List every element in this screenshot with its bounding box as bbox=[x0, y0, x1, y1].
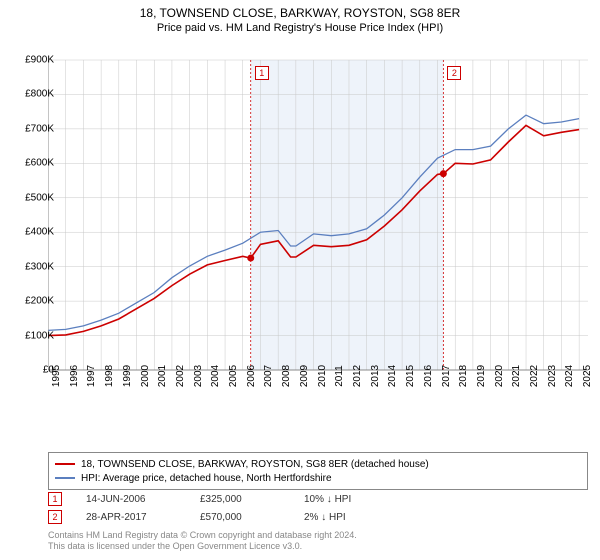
transactions-table: 1 14-JUN-2006 £325,000 10% ↓ HPI 2 28-APR-201… bbox=[48, 490, 351, 526]
x-axis-label: 1995 bbox=[51, 365, 62, 387]
legend-label: 18, TOWNSEND CLOSE, BARKWAY, ROYSTON, SG… bbox=[81, 459, 429, 470]
x-axis-label: 1999 bbox=[122, 365, 133, 387]
legend-row: HPI: Average price, detached house, Nort… bbox=[55, 471, 581, 485]
transaction-marker: 2 bbox=[48, 510, 62, 524]
marker-dot bbox=[440, 170, 447, 177]
x-axis-label: 2002 bbox=[175, 365, 186, 387]
y-axis-label: £100K bbox=[25, 330, 54, 341]
transaction-price: £570,000 bbox=[200, 512, 280, 523]
chart-container: 18, TOWNSEND CLOSE, BARKWAY, ROYSTON, SG… bbox=[0, 0, 600, 560]
x-axis-label: 2018 bbox=[458, 365, 469, 387]
x-axis-label: 1997 bbox=[86, 365, 97, 387]
x-axis-label: 1998 bbox=[104, 365, 115, 387]
x-axis-label: 2004 bbox=[210, 365, 221, 387]
y-axis-label: £500K bbox=[25, 192, 54, 203]
x-axis-label: 2000 bbox=[140, 365, 151, 387]
x-axis-label: 2007 bbox=[263, 365, 274, 387]
x-axis-label: 2019 bbox=[476, 365, 487, 387]
legend-row: 18, TOWNSEND CLOSE, BARKWAY, ROYSTON, SG… bbox=[55, 457, 581, 471]
x-axis-label: 2022 bbox=[529, 365, 540, 387]
x-axis-label: 2008 bbox=[281, 365, 292, 387]
transaction-price: £325,000 bbox=[200, 494, 280, 505]
x-axis-label: 2001 bbox=[157, 365, 168, 387]
chart-title: 18, TOWNSEND CLOSE, BARKWAY, ROYSTON, SG… bbox=[0, 6, 600, 20]
chart-area bbox=[48, 50, 588, 410]
x-axis-label: 2021 bbox=[511, 365, 522, 387]
x-axis-label: 2020 bbox=[494, 365, 505, 387]
x-axis-label: 1996 bbox=[69, 365, 80, 387]
y-axis-label: £300K bbox=[25, 261, 54, 272]
legend-swatch bbox=[55, 463, 75, 465]
y-axis-label: £900K bbox=[25, 55, 54, 66]
footer-line-1: Contains HM Land Registry data © Crown c… bbox=[48, 530, 357, 541]
x-axis-label: 2009 bbox=[299, 365, 310, 387]
x-axis-label: 2016 bbox=[423, 365, 434, 387]
y-axis-label: £200K bbox=[25, 296, 54, 307]
x-axis-label: 2025 bbox=[582, 365, 593, 387]
legend-label: HPI: Average price, detached house, Nort… bbox=[81, 473, 332, 484]
marker-label-box: 2 bbox=[447, 66, 461, 80]
transaction-marker: 1 bbox=[48, 492, 62, 506]
x-axis-label: 2024 bbox=[564, 365, 575, 387]
x-axis-label: 2017 bbox=[441, 365, 452, 387]
marker-label-box: 1 bbox=[255, 66, 269, 80]
transaction-delta: 10% ↓ HPI bbox=[304, 494, 351, 505]
shaded-ownership-region bbox=[251, 60, 444, 370]
footer-attribution: Contains HM Land Registry data © Crown c… bbox=[48, 530, 357, 552]
x-axis-label: 2003 bbox=[193, 365, 204, 387]
y-axis-label: £600K bbox=[25, 158, 54, 169]
footer-line-2: This data is licensed under the Open Gov… bbox=[48, 541, 357, 552]
chart-subtitle: Price paid vs. HM Land Registry's House … bbox=[0, 22, 600, 34]
legend-box: 18, TOWNSEND CLOSE, BARKWAY, ROYSTON, SG… bbox=[48, 452, 588, 490]
transaction-date: 14-JUN-2006 bbox=[86, 494, 176, 505]
transaction-row: 1 14-JUN-2006 £325,000 10% ↓ HPI bbox=[48, 490, 351, 508]
marker-dot bbox=[247, 255, 254, 262]
x-axis-label: 2014 bbox=[387, 365, 398, 387]
x-axis-label: 2010 bbox=[317, 365, 328, 387]
transaction-date: 28-APR-2017 bbox=[86, 512, 176, 523]
transaction-row: 2 28-APR-2017 £570,000 2% ↓ HPI bbox=[48, 508, 351, 526]
title-block: 18, TOWNSEND CLOSE, BARKWAY, ROYSTON, SG… bbox=[0, 0, 600, 34]
y-axis-label: £800K bbox=[25, 89, 54, 100]
y-axis-label: £400K bbox=[25, 227, 54, 238]
legend-swatch bbox=[55, 477, 75, 479]
transaction-delta: 2% ↓ HPI bbox=[304, 512, 346, 523]
x-axis-label: 2005 bbox=[228, 365, 239, 387]
x-axis-label: 2012 bbox=[352, 365, 363, 387]
chart-svg bbox=[48, 50, 588, 410]
x-axis-label: 2015 bbox=[405, 365, 416, 387]
x-axis-label: 2023 bbox=[547, 365, 558, 387]
y-axis-label: £700K bbox=[25, 123, 54, 134]
x-axis-label: 2011 bbox=[334, 365, 345, 387]
x-axis-label: 2006 bbox=[246, 365, 257, 387]
x-axis-label: 2013 bbox=[370, 365, 381, 387]
